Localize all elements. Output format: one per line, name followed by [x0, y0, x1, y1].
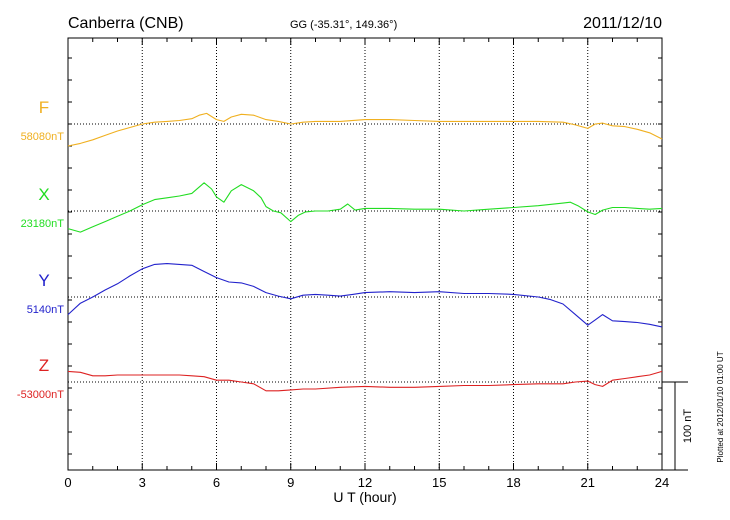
series-labels: F 58080nT X 23180nT Y 5140nT Z -53000nT	[17, 98, 64, 401]
station-title: Canberra (CNB)	[68, 15, 184, 32]
axis-ticks	[67, 38, 663, 470]
x-tick-label: 12	[358, 475, 372, 490]
series-name-f: F	[39, 98, 49, 117]
series-name-x: X	[38, 185, 49, 204]
series-lines	[67, 112, 663, 392]
x-tick-label: 6	[213, 475, 220, 490]
series-line-y	[67, 263, 663, 328]
x-tick-label: 18	[506, 475, 520, 490]
series-line-z	[67, 370, 663, 392]
series-line-f	[67, 112, 663, 147]
x-tick-label: 3	[139, 475, 146, 490]
grid	[68, 38, 662, 470]
x-tick-label: 0	[64, 475, 71, 490]
x-tick-label: 9	[287, 475, 294, 490]
coords-subtitle: GG (-35.31°, 149.36°)	[290, 19, 397, 31]
series-line-x	[67, 182, 663, 233]
x-axis-label: U T (hour)	[333, 489, 396, 505]
series-name-z: Z	[39, 356, 49, 375]
x-tick-label: 15	[432, 475, 446, 490]
scale-bar: 100 nT	[662, 381, 694, 471]
x-tick-label: 24	[655, 475, 669, 490]
series-baseline-f: 58080nT	[21, 131, 65, 143]
series-baseline-y: 5140nT	[27, 304, 65, 316]
series-name-y: Y	[38, 271, 49, 290]
scale-bar-label: 100 nT	[682, 409, 694, 444]
x-tick-label: 21	[581, 475, 595, 490]
series-baseline-z: -53000nT	[17, 389, 64, 401]
x-tick-labels: 0 3 6 9 12 15 18 21 24	[64, 475, 669, 490]
plotted-at-label: Plotted at 2012/01/10 01:00 UT	[716, 351, 725, 462]
series-baseline-x: 23180nT	[21, 218, 65, 230]
date-title: 2011/12/10	[583, 15, 662, 32]
